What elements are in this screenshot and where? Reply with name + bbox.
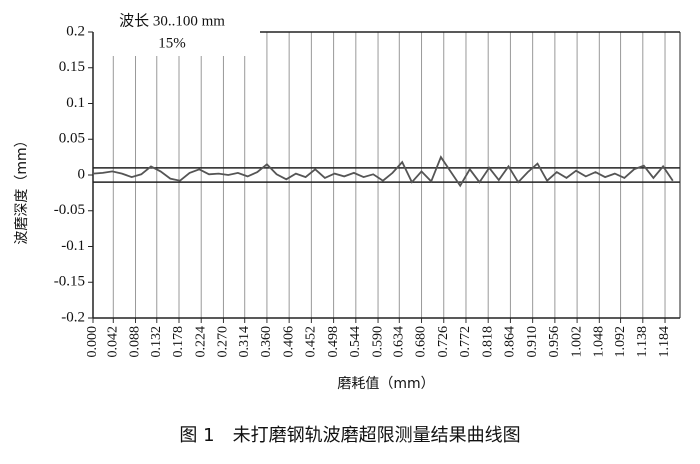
x-tick-label: 1.138 (635, 326, 650, 358)
y-tick-label: 0.1 (66, 95, 85, 111)
y-tick-label: 0.15 (59, 59, 85, 75)
y-tick-label: -0.1 (61, 238, 85, 254)
x-tick-label: 1.002 (569, 326, 584, 358)
y-tick-label: 0 (78, 166, 86, 182)
y-tick-label: -0.15 (54, 274, 85, 290)
x-tick-label: 0.680 (414, 326, 429, 358)
annotation-box (96, 8, 258, 56)
x-tick-label: 0.544 (348, 326, 363, 358)
y-axis-label: 波磨深度（mm） (14, 133, 30, 244)
y-tick-label: 0.05 (59, 131, 85, 147)
caption: 图 1 未打磨钢轨波磨超限测量结果曲线图 (179, 425, 520, 446)
y-tick-label: 0.2 (66, 23, 85, 39)
x-tick-label: 1.048 (592, 326, 607, 358)
x-tick-label: 0.590 (370, 326, 385, 358)
x-tick-label: 1.184 (657, 326, 672, 358)
x-tick-label: 0.088 (128, 326, 143, 358)
annotation: 15% (158, 35, 186, 51)
x-tick-label: 0.042 (106, 326, 121, 358)
x-tick-label: 0.406 (281, 326, 296, 358)
x-tick-label: 0.178 (171, 326, 186, 358)
annotation: 波长 30..100 mm (119, 12, 225, 29)
x-tick-label: 0.864 (503, 326, 518, 358)
x-tick-label: 0.270 (216, 326, 231, 358)
x-tick-label: 0.726 (436, 326, 451, 358)
x-axis-label: 磨耗值（mm） (337, 376, 434, 392)
x-tick-label: 0.000 (85, 326, 100, 358)
y-tick-label: -0.2 (61, 309, 85, 325)
x-tick-label: 1.092 (613, 326, 628, 358)
x-tick-label: 0.314 (237, 326, 252, 358)
x-tick-label: 0.224 (193, 326, 208, 358)
y-tick-label: -0.05 (54, 202, 85, 218)
x-tick-label: 0.772 (458, 326, 473, 358)
x-tick-label: 0.360 (259, 326, 274, 358)
x-tick-label: 0.132 (149, 326, 164, 358)
x-tick-label: 0.956 (547, 326, 562, 358)
data-line (92, 155, 674, 188)
x-tick-label: 0.498 (326, 326, 341, 358)
x-tick-label: 0.910 (525, 326, 540, 358)
x-tick-label: 0.452 (304, 326, 319, 358)
x-tick-label: 0.634 (392, 326, 407, 358)
x-tick-label: 0.818 (480, 326, 495, 358)
